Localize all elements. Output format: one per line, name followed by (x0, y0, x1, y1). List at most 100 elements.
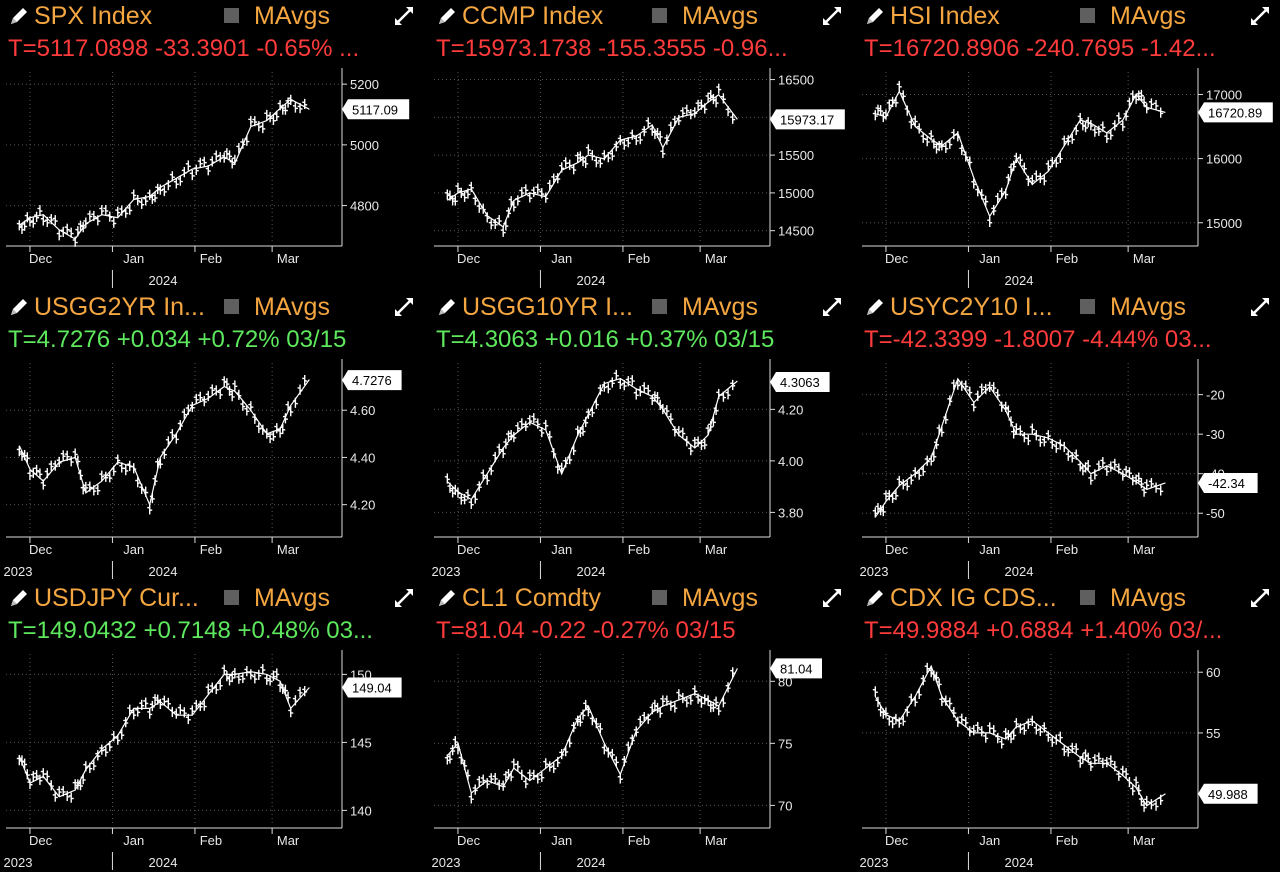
security-title[interactable]: CL1 Comdty (462, 584, 601, 612)
price-bar (641, 382, 647, 393)
year-label: 2024 (577, 273, 606, 288)
mavgs-checkbox[interactable] (1080, 8, 1095, 23)
price-bar (1077, 112, 1083, 124)
mavgs-checkbox[interactable] (652, 299, 667, 314)
price-line (875, 89, 1166, 218)
edit-pencil-icon[interactable] (8, 296, 30, 318)
security-title[interactable]: USYC2Y10 I... (890, 293, 1053, 321)
price-bar (875, 104, 881, 115)
mavgs-checkbox[interactable] (224, 8, 239, 23)
price-bar (201, 156, 207, 167)
expand-icon[interactable] (820, 586, 844, 610)
price-bar (1065, 450, 1071, 461)
price-bar (1088, 120, 1094, 131)
mavgs-label[interactable]: MAvgs (1110, 584, 1186, 612)
expand-icon[interactable] (820, 295, 844, 319)
price-chart[interactable]: 1450015000155001600016500DecJanFebMar202… (428, 66, 854, 290)
price-bar (637, 715, 643, 727)
price-bar (519, 187, 525, 198)
edit-pencil-icon[interactable] (8, 5, 30, 27)
price-bar (68, 792, 74, 803)
y-tick-label: -30 (1206, 427, 1225, 442)
price-bar (1045, 160, 1051, 171)
chart-panel-1: SPX Index MAvgs T=5117.0898 -33.3901 -0.… (0, 0, 426, 290)
expand-icon[interactable] (820, 4, 844, 28)
security-title[interactable]: SPX Index (34, 2, 153, 30)
y-tick-label: 60 (1206, 665, 1220, 680)
mavgs-label[interactable]: MAvgs (254, 2, 330, 30)
security-title[interactable]: USGG10YR I... (462, 293, 633, 321)
security-title[interactable]: HSI Index (890, 2, 1000, 30)
edit-pencil-icon[interactable] (864, 296, 886, 318)
expand-icon[interactable] (1248, 4, 1272, 28)
mavgs-checkbox[interactable] (224, 299, 239, 314)
y-tick-label: 4.60 (350, 403, 375, 418)
price-line (18, 379, 310, 507)
edit-pencil-icon[interactable] (8, 587, 30, 609)
price-bar (480, 469, 486, 480)
expand-icon[interactable] (392, 4, 416, 28)
edit-pencil-icon[interactable] (436, 587, 458, 609)
security-title[interactable]: CCMP Index (462, 2, 604, 30)
mavgs-label[interactable]: MAvgs (682, 2, 758, 30)
price-bar (577, 716, 583, 727)
price-bar (916, 688, 922, 699)
price-bar (139, 198, 145, 209)
price-chart[interactable]: 4800 5000 5200 Dec Jan Feb Mar 2024 5117.09 (0, 66, 426, 290)
x-tick-label: Jan (123, 542, 144, 557)
price-bar (1130, 90, 1136, 101)
x-tick-label: Jan (979, 833, 1000, 848)
security-title[interactable]: USDJPY Cur... (34, 584, 199, 612)
expand-icon[interactable] (1248, 295, 1272, 319)
price-bar (1077, 757, 1083, 768)
expand-icon[interactable] (392, 586, 416, 610)
mavgs-label[interactable]: MAvgs (682, 293, 758, 321)
price-chart[interactable]: 55 60 Dec Jan Feb Mar 2023 2024 49.988 (856, 648, 1280, 872)
mavgs-label[interactable]: MAvgs (1110, 293, 1186, 321)
expand-icon[interactable] (1248, 586, 1272, 610)
price-bar (1116, 112, 1122, 123)
expand-icon[interactable] (392, 295, 416, 319)
mavgs-checkbox[interactable] (652, 8, 667, 23)
edit-pencil-icon[interactable] (864, 587, 886, 609)
price-bar (947, 138, 953, 149)
mavgs-label[interactable]: MAvgs (1110, 2, 1186, 30)
mavgs-checkbox[interactable] (224, 590, 239, 605)
edit-pencil-icon[interactable] (864, 5, 886, 27)
edit-pencil-icon[interactable] (436, 296, 458, 318)
price-chart[interactable]: 15000 16000 17000 Dec Jan Feb Mar 2024 16720.89 (856, 66, 1280, 290)
y-tick-label: -20 (1206, 388, 1225, 403)
price-bar (48, 460, 54, 471)
price-bar (1153, 482, 1159, 493)
security-title[interactable]: CDX IG CDS... (890, 584, 1057, 612)
price-bar (872, 110, 878, 121)
mavgs-checkbox[interactable] (652, 590, 667, 605)
price-bar (585, 144, 591, 155)
mavgs-label[interactable]: MAvgs (254, 293, 330, 321)
price-chart[interactable]: 4.20 4.40 4.60 Dec Jan Feb Mar 2023 2024 4.7276 (0, 357, 426, 581)
price-chart[interactable]: 3.80 4.00 4.20 Dec Jan Feb Mar 2023 2024 4.3063 (428, 357, 854, 581)
x-tick-label: Mar (705, 833, 728, 848)
security-title[interactable]: USGG2YR In... (34, 293, 205, 321)
mavgs-checkbox[interactable] (1080, 590, 1095, 605)
price-bar (1100, 457, 1106, 468)
edit-pencil-icon[interactable] (436, 5, 458, 27)
x-tick-label: Dec (29, 251, 53, 266)
mavgs-label[interactable]: MAvgs (682, 584, 758, 612)
mavgs-label[interactable]: MAvgs (254, 584, 330, 612)
price-bar (189, 705, 195, 716)
mavgs-checkbox[interactable] (1080, 299, 1095, 314)
price-bar (197, 391, 203, 402)
price-line (18, 98, 310, 240)
price-bar (492, 772, 498, 784)
price-bar (695, 99, 701, 110)
price-bar (244, 666, 250, 677)
price-bar (1104, 132, 1110, 143)
price-bar (1041, 175, 1047, 186)
price-bar (730, 113, 736, 124)
last-price-label: -42.34 (1198, 472, 1258, 493)
price-bar (1130, 785, 1136, 796)
